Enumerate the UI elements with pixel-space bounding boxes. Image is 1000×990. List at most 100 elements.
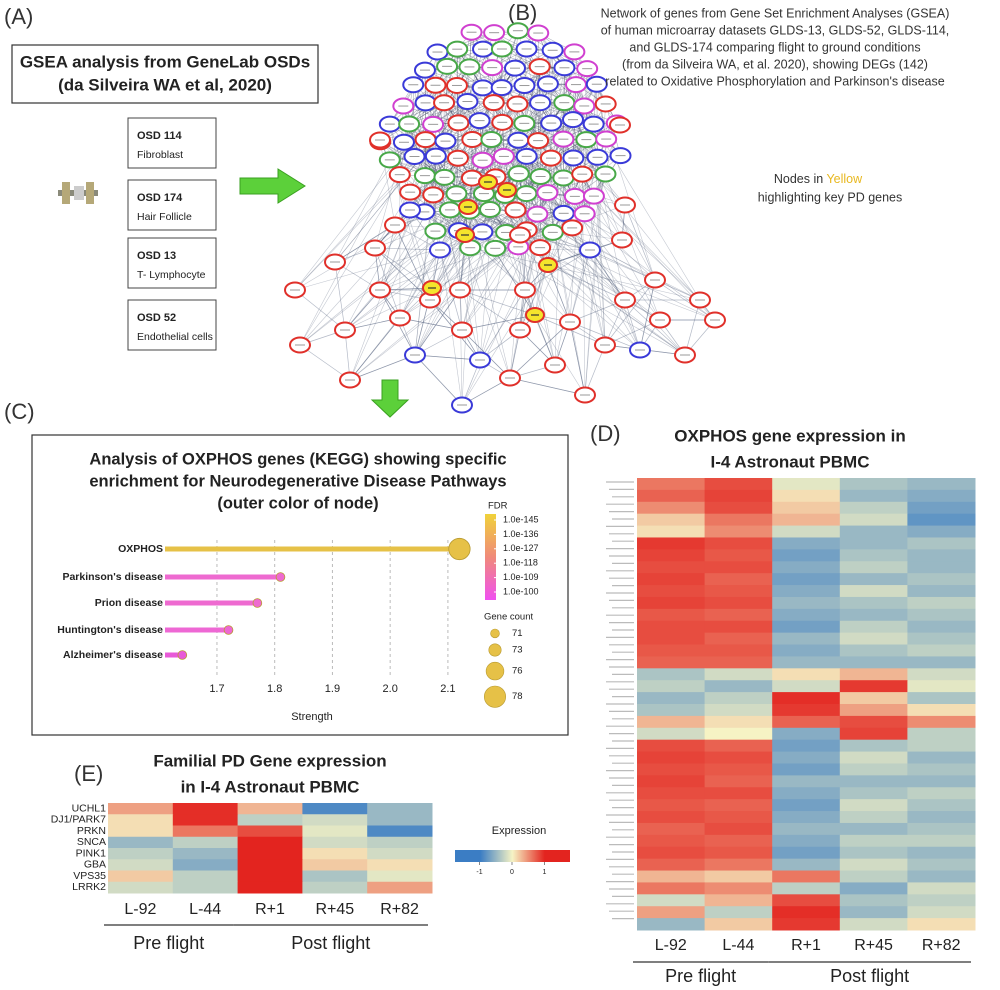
network-edge [517, 50, 553, 105]
heatmap-cell [839, 775, 908, 788]
network-edge [412, 84, 426, 140]
network-edge [584, 105, 621, 156]
network-edge [334, 224, 396, 263]
heatmap-cell [704, 489, 773, 503]
heatmap-cell [772, 727, 841, 741]
row-label: LRRK2 [72, 881, 106, 893]
network-edge [349, 194, 434, 381]
network-caption: Network of genes from Gene Set Enrichmen… [601, 6, 950, 20]
network-caption: and GLDS-174 comparing flight to ground … [629, 40, 920, 54]
heatmap-cell [907, 882, 976, 895]
heatmap-cell [839, 763, 908, 776]
category-label: Parkinson's disease [62, 571, 163, 583]
size-legend-dot [488, 643, 502, 657]
heatmap-cell [772, 775, 841, 788]
heatmap-cell [772, 787, 841, 800]
dataset-box [127, 299, 217, 351]
network-caption: (from da Silveira WA, et al. 2020), show… [622, 57, 928, 71]
heatmap-cell [704, 846, 773, 860]
heatmap-cell [302, 881, 368, 894]
network-edge [539, 66, 585, 107]
row-label: SNCA [77, 836, 106, 848]
heatmap-cell [772, 478, 841, 491]
heatmap-cell [637, 478, 706, 491]
network-edge [424, 67, 493, 71]
heatmap-cell [704, 822, 773, 836]
heatmap-cell [772, 561, 841, 574]
network-edge [379, 122, 459, 141]
heatmap-cell [637, 680, 706, 693]
heatmap-cell [302, 848, 368, 860]
heatmap-cell [907, 585, 976, 598]
network-edge [433, 102, 494, 125]
heatmap-cell [367, 814, 433, 826]
heatmap-cell [907, 870, 976, 883]
network-edge [425, 102, 459, 159]
network-edge [515, 157, 552, 211]
lollipop-dot [252, 598, 263, 608]
heatmap-cell [172, 859, 239, 871]
heatmap-cell [839, 489, 908, 503]
chart-title: (outer color of node) [217, 494, 378, 512]
heatmap-cell [108, 848, 174, 860]
heatmap-cell [907, 751, 976, 764]
network-edge [374, 247, 431, 301]
heatmap-cell [772, 918, 841, 931]
heatmap-cell [367, 859, 433, 871]
heatmap-cell [704, 525, 773, 538]
station-icon [58, 182, 98, 204]
network-edge [547, 264, 571, 323]
heatmap-cell [772, 525, 841, 538]
network-edge [550, 123, 564, 179]
legend-tick-label: 1 [543, 869, 547, 876]
heatmap-cell [839, 513, 908, 527]
network-edge [537, 32, 701, 301]
column-label: R+82 [922, 937, 961, 954]
heatmap-cell [108, 803, 174, 815]
heatmap-cell [637, 513, 706, 527]
network-edge [589, 249, 656, 281]
heatmap-cell [772, 870, 841, 883]
legend-title: FDR [488, 501, 508, 512]
heatmap-cell [302, 836, 368, 849]
column-label: R+1 [791, 937, 821, 954]
heatmap-cell [172, 881, 239, 894]
heatmap-cell [704, 739, 773, 753]
network-note: highlighting key PD genes [758, 190, 903, 204]
heatmap-cell [704, 704, 773, 717]
network-edge [517, 30, 565, 69]
network-edge [501, 50, 553, 88]
heatmap-cell [772, 620, 841, 634]
heatmap-cell [907, 739, 976, 753]
heatmap-cell [302, 859, 368, 871]
network-edge [299, 344, 351, 381]
network-edge [470, 209, 516, 248]
network-edge [624, 299, 641, 351]
network [284, 22, 726, 414]
heatmap-cell [907, 549, 976, 562]
heatmap-cell [839, 632, 908, 646]
heatmap-cell [704, 715, 773, 729]
network-edge [605, 173, 661, 321]
network-edge [526, 139, 564, 194]
column-label: L-44 [189, 901, 221, 918]
x-axis-label: Strength [291, 711, 333, 723]
heatmap-cell [637, 787, 706, 800]
dataset-box [127, 179, 217, 231]
network-edge [461, 157, 598, 331]
dataset-box [127, 117, 217, 169]
heatmap-cell [108, 836, 174, 849]
network-edge [349, 354, 416, 381]
lollipop-bar [165, 627, 229, 633]
legend-tick-label: 1.0e-118 [503, 558, 538, 568]
heatmap-cell [637, 834, 706, 848]
row-label: UCHL1 [72, 802, 107, 814]
heatmap-cell [237, 814, 303, 826]
column-label: R+45 [854, 937, 893, 954]
heatmap-cell [704, 585, 773, 598]
x-tick-label: 2.0 [383, 683, 398, 695]
network-edge [519, 264, 549, 331]
network-edge [409, 123, 473, 140]
row-label: DJ1/PARK7 [51, 814, 106, 826]
heatmap-cell [772, 834, 841, 848]
